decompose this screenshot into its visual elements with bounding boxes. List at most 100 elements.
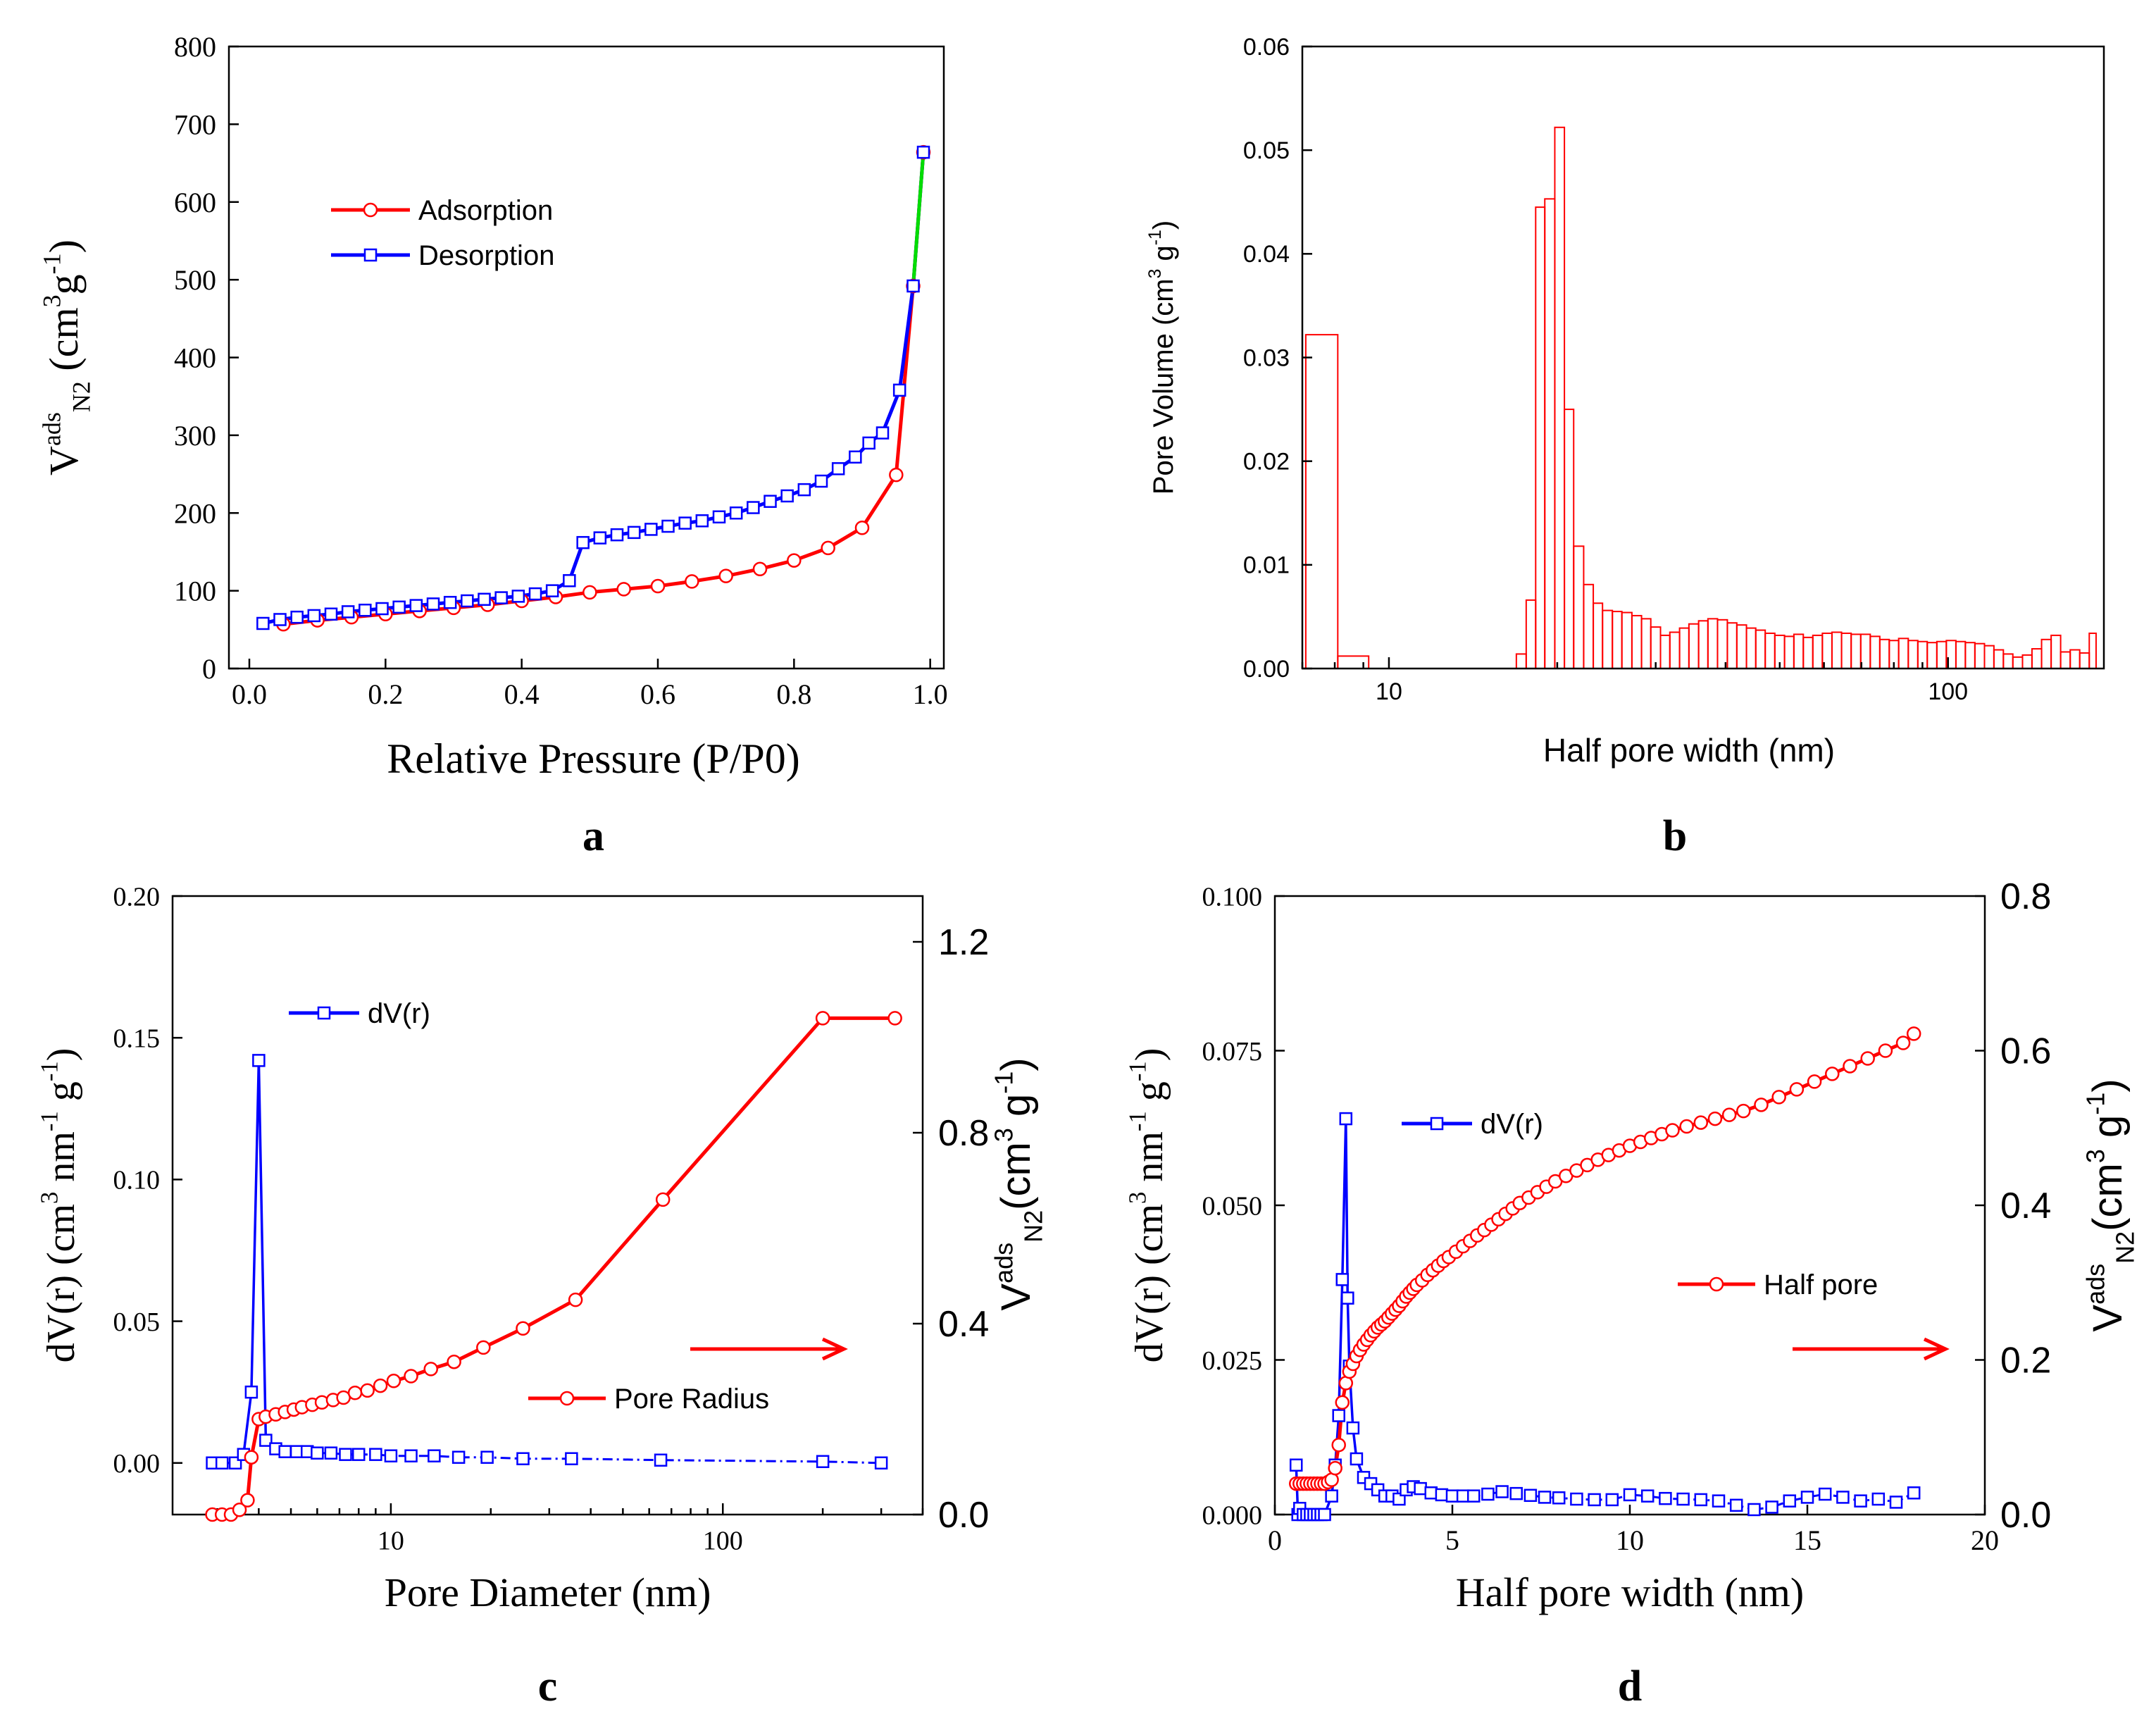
half-pore-point xyxy=(1878,1043,1893,1058)
histogram-bar xyxy=(1612,611,1623,670)
histogram-bar xyxy=(1697,620,1709,670)
y-tick-label: 0.10 xyxy=(113,1166,161,1195)
dvr-point xyxy=(1836,1491,1850,1504)
label-part: g xyxy=(39,1081,83,1111)
desorption-point xyxy=(610,528,624,542)
histogram-bar xyxy=(1564,409,1575,669)
adsorption-point xyxy=(616,582,631,597)
pore-radius-point xyxy=(386,1374,401,1388)
dvr-point xyxy=(324,1446,338,1460)
label-part: ) xyxy=(41,240,87,253)
pore-radius-point xyxy=(516,1321,530,1336)
label-part: -1 xyxy=(990,1071,1018,1094)
desorption-point xyxy=(359,603,372,617)
dvr-point xyxy=(1676,1492,1690,1506)
dvr-point xyxy=(1435,1488,1449,1502)
label-part: N xyxy=(1018,1224,1047,1243)
dvr-point xyxy=(1871,1492,1886,1506)
dvr-point xyxy=(1640,1489,1655,1503)
x-tick-label: 15 xyxy=(1793,1524,1821,1556)
histogram-bar xyxy=(2060,651,2071,669)
panel-label: c xyxy=(538,1662,558,1710)
histogram-bar xyxy=(2079,652,2090,669)
dvr-point xyxy=(1350,1452,1364,1466)
histogram-bar xyxy=(1993,649,2005,670)
x-tick-label: 10 xyxy=(1376,678,1402,705)
label-part: N xyxy=(2110,1245,2139,1264)
legend-marker xyxy=(363,248,378,262)
y2-tick-label: 1.2 xyxy=(938,922,989,963)
histogram-bar xyxy=(1840,632,1852,669)
panel-d: 0.000 0.025 0.050 0.075 0.100 0.0 0.2 0.4 0.6 0.8… xyxy=(1124,876,2140,1710)
y-axis-title-left: dV(r) (cm3 nm-1 g-1) xyxy=(1124,1048,1172,1363)
label-part: g xyxy=(41,274,87,294)
desorption-point xyxy=(906,279,920,293)
histogram-bar xyxy=(1544,198,1556,669)
desorption-point xyxy=(307,609,321,623)
desorption-point xyxy=(576,535,590,549)
y-tick-label: 500 xyxy=(174,264,216,296)
label-part: g xyxy=(1128,1081,1171,1111)
dvr-point xyxy=(816,1455,830,1468)
half-pore-point xyxy=(1331,1437,1346,1453)
label-part: -1 xyxy=(2081,1093,2110,1115)
dvr-point xyxy=(352,1448,366,1461)
histogram-bar xyxy=(2002,653,2014,669)
histogram-bar xyxy=(1783,635,1795,670)
histogram-bar xyxy=(1707,618,1719,669)
desorption-point xyxy=(443,595,457,609)
y-tick-label: 800 xyxy=(174,31,216,63)
dvr-point xyxy=(654,1453,668,1467)
histogram-bar xyxy=(2069,649,2081,670)
label-part: V xyxy=(41,446,87,475)
adsorption-point xyxy=(752,561,768,576)
dvr-point xyxy=(1623,1488,1637,1502)
dvr-point xyxy=(339,1448,352,1461)
pore-radius-point xyxy=(360,1383,375,1398)
x-tick-label: 100 xyxy=(1928,678,1968,705)
dvr-point xyxy=(1318,1508,1331,1522)
x-tick-label: 0.6 xyxy=(640,678,675,710)
half-pore-point xyxy=(1906,1026,1921,1041)
histogram-bar xyxy=(1515,653,1527,669)
histogram-bar xyxy=(1745,627,1757,669)
histogram-bar xyxy=(1659,634,1671,670)
histogram-bar xyxy=(1926,642,1938,669)
y2-tick-label: 0.0 xyxy=(2000,1495,2051,1536)
histogram-bar xyxy=(2050,634,2062,670)
half-pore-point xyxy=(1707,1111,1723,1126)
dvr-point xyxy=(1570,1492,1583,1506)
y2-tick-label: 0.2 xyxy=(2000,1341,2051,1381)
histogram-bar xyxy=(1850,633,1862,669)
half-pore-point xyxy=(1736,1103,1751,1119)
y-tick-label: 0.04 xyxy=(1243,241,1290,268)
desorption-point xyxy=(511,590,525,603)
label-part: 2 xyxy=(2110,1231,2139,1245)
pore-radius-point xyxy=(655,1192,671,1207)
desorption-point xyxy=(528,587,542,601)
label-part: 3 xyxy=(2081,1149,2110,1163)
desorption-point xyxy=(831,462,845,475)
histogram-bar xyxy=(1304,334,1339,669)
dvr-point xyxy=(1335,1273,1350,1286)
dvr-point xyxy=(259,1434,273,1447)
histogram-bar xyxy=(1640,618,1652,669)
y-axis-title-right: VadsN2(cm3 g-1) xyxy=(2081,1079,2140,1331)
pore-radius-point xyxy=(347,1385,363,1400)
histogram-bar xyxy=(1878,638,1890,669)
histogram-bar xyxy=(2012,656,2024,669)
histogram-bar xyxy=(1936,640,1948,670)
plot-frame xyxy=(1273,895,1986,1516)
x-tick-label: 0.2 xyxy=(368,678,403,710)
dvr-point xyxy=(1907,1486,1921,1500)
pore-radius-point xyxy=(240,1493,255,1508)
dvr-point xyxy=(311,1446,324,1460)
x-tick-label: 0 xyxy=(1268,1524,1282,1556)
dvr-point xyxy=(1456,1489,1470,1503)
half-pore-point xyxy=(1679,1119,1694,1134)
dvr-point xyxy=(215,1456,229,1470)
y-tick-label: 0.06 xyxy=(1243,34,1290,61)
adsorption-point xyxy=(650,578,666,594)
y-tick-label: 200 xyxy=(174,497,216,529)
y-tick-label: 0.05 xyxy=(1243,137,1290,164)
